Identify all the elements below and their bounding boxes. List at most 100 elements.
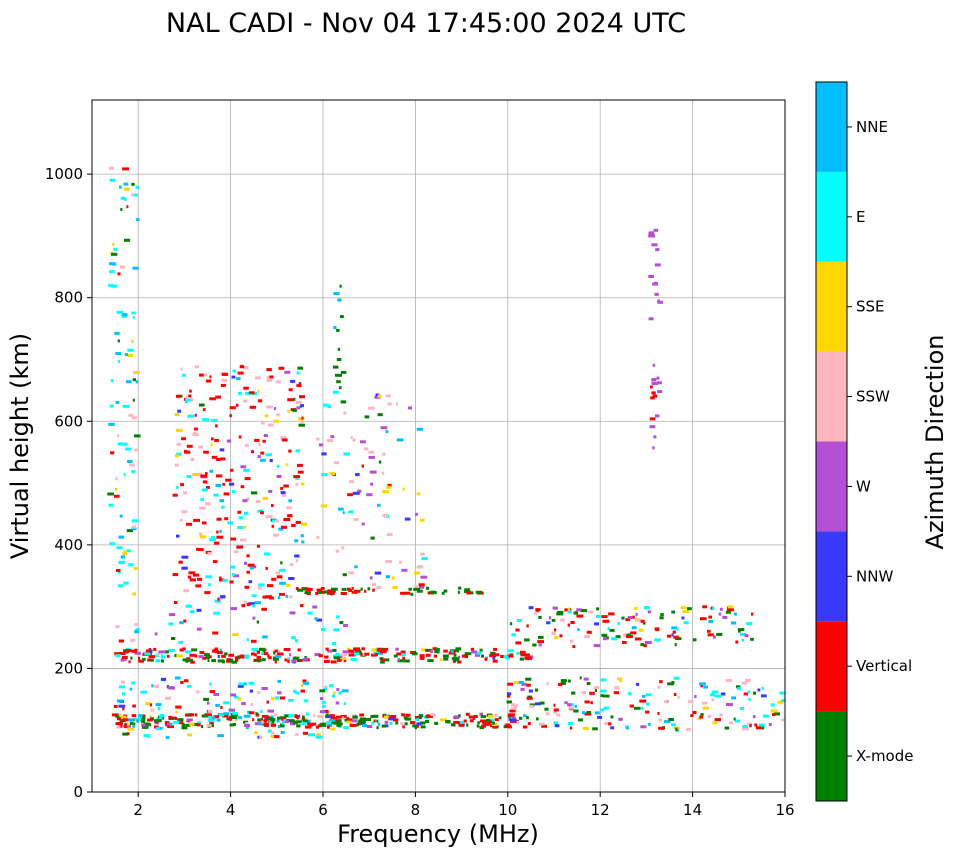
echo-point — [242, 399, 248, 403]
echo-point — [230, 693, 237, 697]
echo-point — [627, 616, 633, 619]
echo-point — [288, 499, 292, 503]
echo-point — [395, 647, 399, 651]
echo-point — [700, 684, 704, 688]
echo-point — [254, 601, 261, 605]
echo-point — [369, 470, 377, 474]
echo-point — [667, 682, 674, 686]
echo-point — [126, 724, 131, 728]
echo-point — [770, 709, 778, 713]
echo-point — [301, 416, 304, 420]
echo-point — [707, 715, 712, 718]
echo-point — [318, 654, 323, 658]
echo-point — [317, 724, 322, 728]
echo-point — [640, 619, 645, 623]
echo-point — [120, 680, 125, 684]
echo-point — [382, 647, 389, 651]
echo-point — [209, 721, 214, 724]
echo-point — [260, 458, 266, 462]
echo-point — [145, 649, 150, 653]
echo-point — [128, 718, 134, 722]
echo-point — [249, 405, 257, 409]
echo-point — [414, 571, 420, 575]
echo-point — [131, 714, 137, 718]
echo-point — [289, 653, 292, 657]
echo-point — [325, 713, 329, 717]
echo-point — [652, 446, 655, 450]
echo-point — [251, 652, 255, 656]
echo-point — [273, 533, 280, 537]
echo-point — [482, 721, 486, 725]
echo-point — [405, 713, 411, 717]
echo-point — [779, 691, 786, 695]
echo-point — [215, 703, 220, 707]
echo-point — [465, 712, 470, 716]
echo-point — [618, 717, 623, 721]
echo-point — [302, 679, 307, 683]
echo-point — [781, 699, 785, 702]
echo-point — [251, 639, 257, 643]
echo-point — [707, 629, 711, 633]
echo-point — [579, 676, 582, 680]
echo-point — [237, 697, 242, 701]
echo-point — [348, 510, 354, 514]
echo-point — [185, 723, 191, 727]
echo-point — [327, 590, 334, 594]
echo-point — [336, 658, 342, 662]
echo-point — [335, 373, 342, 377]
echo-point — [348, 589, 352, 592]
echo-point — [573, 611, 578, 615]
echo-point — [290, 379, 296, 383]
echo-point — [277, 691, 282, 695]
echo-point — [360, 653, 363, 657]
echo-point — [195, 584, 202, 588]
echo-point — [251, 594, 257, 598]
echo-point — [618, 679, 623, 683]
echo-point — [261, 714, 269, 718]
echo-point — [385, 560, 392, 564]
echo-point — [534, 702, 541, 706]
echo-point — [416, 427, 423, 431]
echo-point — [232, 633, 239, 637]
echo-point — [617, 622, 621, 626]
echo-point — [134, 630, 140, 634]
echo-point — [182, 658, 188, 662]
echo-point — [132, 722, 136, 726]
echo-point — [176, 534, 180, 538]
echo-point — [571, 691, 576, 695]
echo-point — [323, 710, 329, 713]
echo-point — [199, 651, 205, 654]
echo-point — [339, 621, 344, 625]
echo-point — [297, 366, 304, 370]
echo-point — [148, 655, 155, 659]
echo-point — [202, 408, 206, 412]
echo-point — [319, 689, 326, 693]
echo-point — [604, 722, 611, 725]
echo-point — [110, 451, 115, 455]
echo-point — [211, 455, 218, 459]
echo-point — [295, 449, 301, 453]
echo-point — [181, 437, 187, 441]
echo-point — [377, 394, 382, 398]
echo-point — [239, 365, 245, 369]
echo-point — [241, 702, 246, 706]
echo-point — [361, 522, 365, 526]
echo-point — [570, 621, 575, 624]
echo-point — [150, 708, 154, 712]
echo-point — [240, 465, 247, 469]
echo-point — [279, 696, 285, 700]
colorbar-tick-label: SSW — [856, 388, 890, 406]
echo-point — [556, 713, 561, 717]
echo-point — [303, 681, 310, 685]
echo-point — [270, 715, 274, 719]
echo-point — [304, 591, 311, 595]
echo-point — [215, 424, 218, 428]
echo-point — [742, 724, 748, 728]
echo-point — [280, 731, 285, 734]
echo-point — [123, 550, 128, 554]
echo-point — [300, 534, 304, 538]
echo-point — [468, 715, 476, 719]
echo-point — [265, 595, 272, 599]
echo-point — [537, 640, 544, 644]
